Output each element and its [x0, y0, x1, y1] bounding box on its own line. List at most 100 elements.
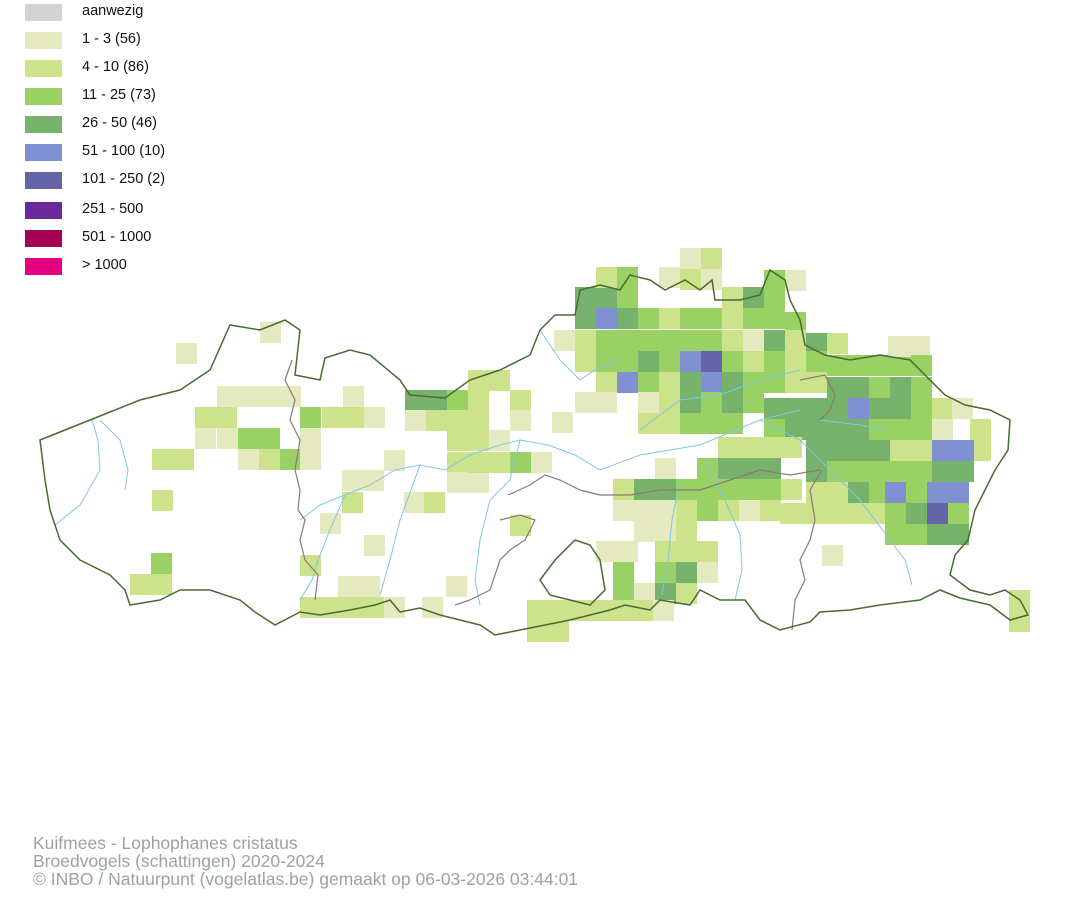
grid-cell [743, 392, 764, 413]
legend-swatch [25, 4, 62, 21]
grid-cell [827, 440, 869, 461]
grid-cell [613, 562, 634, 583]
grid-cell [510, 410, 531, 431]
grid-cell [638, 413, 680, 434]
grid-cell [827, 482, 848, 503]
grid-cell [422, 597, 443, 618]
grid-cell [785, 330, 806, 351]
flanders-border [39, 268, 1030, 636]
legend-swatch [25, 172, 62, 189]
grid-cell [575, 392, 617, 413]
grid-cell [575, 308, 596, 329]
legend-item: 26 - 50 (46) [25, 115, 325, 136]
river [379, 464, 421, 596]
river [661, 479, 681, 596]
grid-cell [697, 458, 718, 479]
grid-cell [613, 479, 634, 500]
legend-swatch [25, 60, 62, 77]
grid-cell [948, 503, 969, 524]
grid-cell [632, 600, 653, 621]
river [539, 329, 621, 381]
legend-label: > 1000 [82, 257, 127, 273]
survey-subtitle: Broedvogels (schattingen) 2020-2024 [33, 851, 325, 871]
province-borders [284, 359, 836, 631]
grid-cell [869, 398, 890, 419]
grid-cell [848, 482, 869, 503]
grid-cell [447, 472, 489, 493]
grid-cell [869, 377, 890, 398]
grid-cell [869, 440, 890, 461]
grid-cell [489, 430, 510, 451]
grid-cell [569, 600, 611, 621]
grid-cell [468, 410, 489, 431]
grid-cell [680, 351, 701, 372]
grid-cell [970, 440, 991, 461]
grid-cell [338, 576, 380, 597]
legend-label: 26 - 50 (46) [82, 115, 157, 131]
grid-cell [722, 351, 743, 372]
grid-cell [764, 330, 785, 351]
grid-cell [424, 492, 445, 513]
province-border [799, 374, 836, 421]
species-title: Kuifmees - Lophophanes cristatus [33, 833, 298, 853]
grid-cell [743, 308, 764, 329]
grid-cell [659, 308, 680, 329]
grid-cell [676, 541, 718, 562]
legend-label: 11 - 25 (73) [82, 87, 156, 103]
grid-cell [655, 583, 676, 604]
legend-swatch [25, 258, 62, 275]
grid-cell [718, 479, 760, 500]
legend-label: 4 - 10 (86) [82, 59, 149, 75]
grid-cell [848, 461, 890, 482]
grid-cell [806, 351, 827, 372]
grid-cell [676, 500, 697, 521]
grid-cell [320, 513, 341, 534]
legend-swatch [25, 202, 62, 219]
grid-cell [152, 449, 194, 470]
grid-cell [384, 450, 405, 471]
province-border [791, 469, 823, 631]
grid-cell [722, 287, 743, 308]
grid-cell [722, 413, 743, 434]
grid-cell [510, 390, 531, 411]
grid-cell [680, 330, 722, 351]
grid-cell [322, 407, 364, 428]
grid-cell [300, 428, 321, 449]
grid-cell [785, 398, 806, 419]
grid-cell [342, 492, 363, 513]
grid-cell [176, 343, 197, 364]
legend-swatch [25, 88, 62, 105]
grid-cell [655, 541, 676, 562]
grid-cell [890, 440, 932, 461]
grid-cell [718, 437, 760, 458]
grid-cell [217, 386, 259, 407]
grid-cell [952, 398, 973, 419]
grid-cell [911, 355, 932, 376]
grid-cell [468, 370, 510, 391]
legend-item: 501 - 1000 [25, 229, 325, 250]
grid-cell [806, 419, 827, 440]
river [704, 459, 743, 601]
grid-cell [722, 392, 743, 413]
grid-cell [468, 390, 489, 411]
grid-cell [659, 372, 680, 393]
grid-cell [426, 410, 468, 431]
grid-cell [575, 351, 596, 372]
grid-cell [617, 308, 638, 329]
legend-label: 101 - 250 (2) [82, 171, 166, 187]
grid-cell [680, 248, 701, 269]
grid-cell [638, 308, 659, 329]
grid-cell [659, 351, 680, 372]
grid-cell [676, 583, 697, 604]
grid-cell [760, 500, 781, 521]
grid-cell [743, 287, 764, 308]
rivers [54, 329, 913, 606]
legend-label: aanwezig [82, 3, 144, 19]
grid-cell [259, 386, 280, 407]
grid-cell [195, 428, 216, 449]
grid-cell [827, 333, 848, 354]
river [474, 439, 521, 606]
grid-cell [659, 267, 680, 288]
grid-cell [611, 600, 632, 621]
